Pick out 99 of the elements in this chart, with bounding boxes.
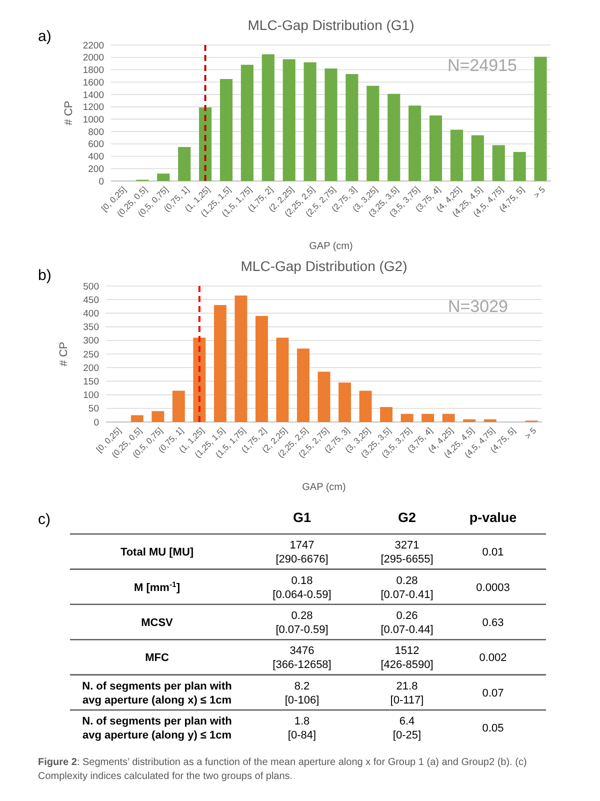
y-tick-label: 300 — [83, 336, 99, 347]
bar — [152, 411, 164, 422]
y-tick-label: 800 — [88, 126, 104, 138]
annotation: N=3029 — [448, 297, 508, 316]
y-tick-label: 1200 — [82, 102, 104, 114]
bar — [408, 106, 422, 181]
bar — [304, 62, 316, 181]
text: c) — [38, 511, 50, 528]
category-label: M [mm$^{-1}$] — [134, 579, 180, 594]
category-label: p-value — [469, 510, 518, 525]
y-tick-label: 100 — [83, 390, 99, 402]
bar — [442, 414, 455, 422]
category-label: MCSV — [141, 617, 173, 629]
bar — [484, 419, 496, 422]
chart-title: MLC-Gap Distribution (G1) — [248, 17, 414, 33]
y-tick-label: 200 — [88, 164, 104, 175]
bar — [534, 56, 547, 181]
bar — [346, 74, 358, 181]
bar — [157, 174, 170, 181]
text: 3271 [295-6655] — [380, 540, 434, 566]
bar — [324, 68, 338, 181]
y-tick-label: 200 — [83, 362, 99, 374]
bar — [172, 390, 185, 422]
text: 0.63 — [482, 617, 504, 629]
bar — [471, 135, 484, 181]
bar — [240, 64, 254, 181]
bar — [282, 59, 296, 181]
text: 0.0003 — [476, 582, 510, 594]
y-tick-label: 2200 — [82, 40, 104, 52]
text: 6.4 [0-25] — [392, 716, 422, 742]
category-label: Total MU [MU] — [120, 546, 194, 559]
text: 21.8 [0-117] — [390, 680, 424, 706]
bar — [463, 419, 476, 422]
x-axis-title: GAP (cm) — [309, 241, 353, 252]
y-tick-label: 400 — [88, 152, 104, 163]
bar — [276, 338, 289, 422]
text: b) — [38, 267, 52, 284]
text: 0.28 [0.07-0.41] — [380, 574, 434, 601]
y-tick-label: 150 — [83, 376, 99, 388]
y-tick-label: 1800 — [82, 65, 104, 76]
text: 0.05 — [482, 722, 504, 735]
x-tick-label: > 5 — [522, 425, 538, 442]
category-label: MFC — [145, 652, 169, 664]
category-label: N. of segments per plan with avg aperture (along x) ≤ 1cm — [82, 680, 232, 706]
bar — [366, 86, 380, 181]
category-label: N. of segments per plan with avg aperture (along y) ≤ 1cm — [82, 716, 232, 742]
text: 0.01 — [482, 546, 504, 559]
y-tick-label: 0 — [98, 176, 104, 188]
annotation: N=24915 — [448, 56, 517, 75]
y-tick-label: 1600 — [82, 77, 104, 88]
bar — [234, 296, 248, 422]
bar — [380, 407, 393, 422]
y-tick-label: 250 — [83, 349, 99, 360]
caption: Figure 2: Segments’ distribution as a function of the mean aperture along x for Group 1 (a) and Group2 (b). (c) Complexity indices calculated for the two groups of plans. — [38, 757, 527, 782]
y-axis-title: # CP — [58, 342, 70, 366]
bar — [214, 305, 226, 422]
bar — [429, 115, 442, 181]
category-label: G2 — [398, 510, 416, 525]
x-axis-title: GAP (cm) — [302, 482, 346, 493]
text: 1512 [426-8590] — [380, 645, 434, 672]
text: 0.28 [0.07-0.59] — [276, 610, 328, 636]
bar — [513, 152, 526, 181]
y-tick-label: 2000 — [82, 52, 104, 64]
bar — [297, 348, 310, 422]
bar — [492, 145, 505, 181]
bar — [255, 316, 268, 422]
bar — [262, 54, 274, 181]
y-tick-label: 350 — [83, 322, 99, 334]
y-axis-title: # CP — [63, 100, 75, 126]
y-tick-label: 0 — [94, 417, 99, 428]
text: 0.18 [0.064-0.59] — [272, 574, 332, 601]
bar — [178, 147, 191, 181]
text: a) — [38, 28, 52, 45]
y-tick-label: 1000 — [82, 114, 104, 126]
text: 0.07 — [482, 687, 504, 700]
text: 8.2 [0-106] — [284, 680, 320, 706]
bar — [338, 382, 351, 422]
text: 0.002 — [479, 652, 507, 664]
text: 1747 [290-6676] — [276, 540, 328, 566]
text: 1.8 [0-84] — [288, 716, 316, 742]
bar — [450, 130, 463, 181]
y-tick-label: 1400 — [82, 90, 104, 101]
chart-title: MLC-Gap Distribution (G2) — [240, 258, 408, 274]
y-tick-label: 450 — [83, 294, 99, 306]
y-tick-label: 600 — [88, 139, 104, 150]
category-label: G1 — [292, 510, 312, 525]
x-tick-label: > 5 — [531, 184, 548, 200]
bar — [130, 415, 144, 422]
bar — [400, 414, 414, 422]
text: 0.26 [0.07-0.44] — [380, 610, 434, 636]
bar — [359, 390, 372, 422]
y-tick-label: 400 — [83, 308, 99, 320]
bar — [318, 372, 330, 422]
y-tick-label: 500 — [83, 281, 99, 292]
bar — [388, 94, 400, 181]
bar — [422, 414, 434, 422]
bar — [220, 79, 233, 181]
text: 3476 [366-12658] — [272, 645, 332, 672]
y-tick-label: 50 — [88, 404, 99, 415]
